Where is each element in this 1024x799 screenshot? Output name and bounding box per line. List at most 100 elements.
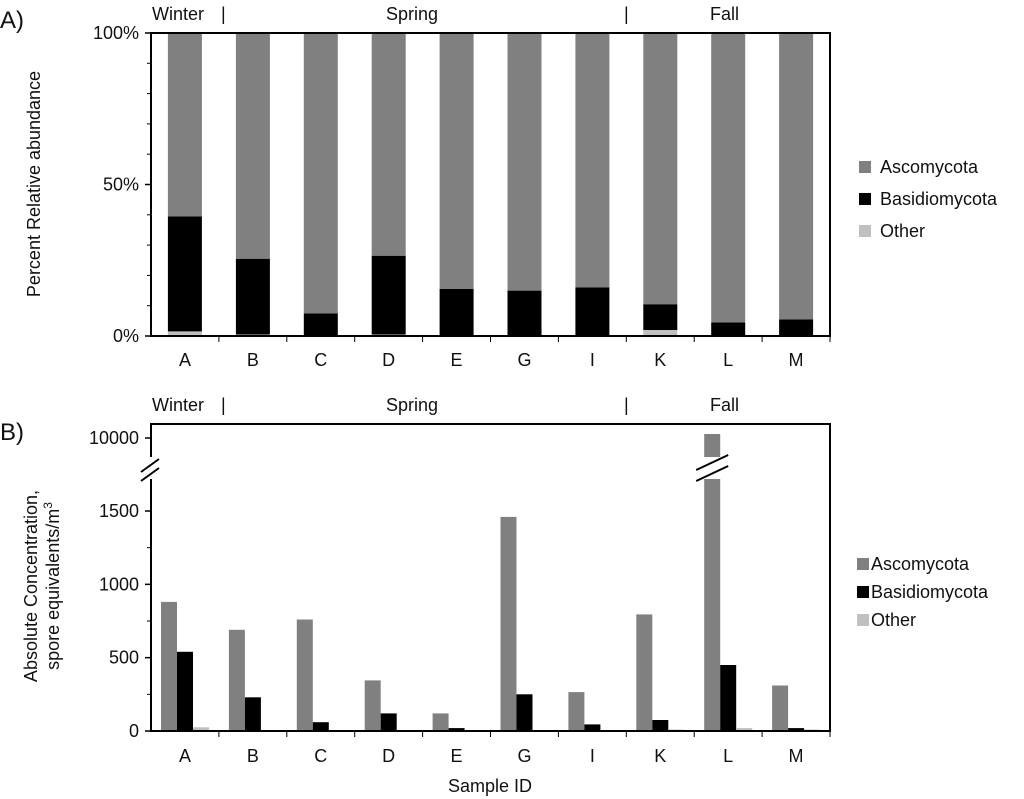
bar-b-a-other [193, 727, 209, 731]
panel-b-x-tick-label: C [314, 746, 327, 766]
bar-a-l-ascomycota [711, 33, 746, 323]
panel-a-x-tick-label: M [789, 350, 804, 370]
panel-b-y-axis-title-superscript: 3 [41, 502, 55, 509]
panel-b-legend-swatch-ascomycota [857, 558, 869, 570]
panel-a-x-tick-label: K [654, 350, 666, 370]
panel-b-x-tick-label: I [590, 746, 595, 766]
panel-b-x-tick-label: M [789, 746, 804, 766]
panel-a-legend-label-ascomycota: Ascomycota [880, 157, 979, 177]
bar-a-i-ascomycota [575, 33, 610, 288]
bar-b-i-ascomycota [568, 692, 585, 731]
bar-b-e-ascomycota [432, 713, 449, 731]
bar-b-l-other [736, 728, 753, 731]
bar-b-g-ascomycota [500, 516, 517, 731]
panel-b-legend-swatch-other [857, 614, 869, 626]
bar-a-g-basidiomycota [507, 290, 542, 336]
panel-a-legend: Ascomycota Basidiomycota Other [859, 157, 998, 241]
bar-a-m-basidiomycota [779, 319, 814, 336]
panel-a-x-tick-label: B [247, 350, 259, 370]
panel-b: B) Winter | Spring | Fall 0 500 1000 1500 10… [0, 395, 989, 796]
panel-b-x-tick-label: D [382, 746, 395, 766]
bar-a-a-basidiomycota [167, 216, 202, 332]
bar-a-m-ascomycota [779, 33, 814, 320]
panel-b-bars [161, 434, 821, 731]
panel-b-y-tick-label: 10000 [89, 428, 139, 448]
panel-a-legend-swatch-basidiomycota [859, 193, 871, 205]
panel-a-legend-swatch-other [859, 225, 871, 237]
bar-b-k-basidiomycota [652, 720, 669, 731]
panel-a-y-ticks: 0% 50% 100% [93, 23, 151, 346]
bar-b-g-basidiomycota [516, 694, 533, 731]
bar-b-l-break-mark [695, 465, 729, 482]
panel-b-legend: Ascomycota Basidiomycota Other [857, 554, 989, 630]
panel-b-y-tick-label: 0 [129, 721, 139, 741]
panel-a-x-tick-label: A [179, 350, 191, 370]
panel-b-x-axis-title: Sample ID [448, 776, 532, 796]
bar-b-a-ascomycota [161, 601, 177, 731]
bar-a-l-basidiomycota [711, 322, 746, 336]
bar-a-e-ascomycota [439, 33, 474, 289]
bar-b-k-ascomycota [636, 614, 653, 731]
panel-b-y-axis-title-line2: spore equivalents/m3 [41, 502, 63, 670]
bar-b-l-basidiomycota [720, 665, 737, 731]
bar-b-d-basidiomycota [380, 713, 397, 731]
panel-b-x-tick-label: G [517, 746, 531, 766]
panel-b-axis-breaks [140, 454, 729, 482]
bar-b-l-break-mark [695, 454, 729, 471]
bar-a-c-basidiomycota [303, 313, 338, 336]
panel-b-legend-label-ascomycota: Ascomycota [871, 554, 970, 574]
panel-a-x-tick-label: I [590, 350, 595, 370]
bar-a-d-basidiomycota [371, 255, 406, 335]
bar-a-k-ascomycota [643, 33, 678, 305]
bar-a-k-other [643, 329, 678, 336]
panel-a-label: A) [0, 7, 24, 34]
bar-a-a-other [167, 331, 202, 336]
panel-a-x-tick-label: L [723, 350, 733, 370]
panel-a-x-tick-label: E [451, 350, 463, 370]
panel-b-y-tick-label: 1500 [99, 501, 139, 521]
bar-b-a-basidiomycota [177, 651, 193, 731]
bar-a-e-basidiomycota [439, 289, 474, 336]
bar-a-c-ascomycota [303, 33, 338, 314]
panel-a-x-tick-label: G [517, 350, 531, 370]
bar-b-m-basidiomycota [788, 728, 805, 731]
panel-b-legend-label-other: Other [871, 610, 916, 630]
bar-b-c-basidiomycota [312, 722, 329, 731]
bar-b-m-ascomycota [772, 685, 789, 731]
panel-a-x-tick-label: C [314, 350, 327, 370]
panel-a-y-axis-title: Percent Relative abundance [24, 71, 44, 297]
bar-a-b-ascomycota [235, 33, 270, 259]
panel-a-y-tick-label: 0% [113, 326, 139, 346]
panel-b-x-tick-label: L [723, 746, 733, 766]
panel-b-season-sep-1: | [221, 395, 226, 415]
panel-b-axis-break-mark [140, 458, 160, 473]
bar-b-e-basidiomycota [448, 728, 465, 731]
panel-a-bars [167, 33, 814, 336]
panel-b-legend-swatch-basidiomycota [857, 586, 869, 598]
panel-a-season-sep-2: | [624, 4, 629, 24]
bar-b-l-break-gap [698, 457, 727, 479]
panel-a-season-winter: Winter [152, 4, 204, 24]
bar-b-c-ascomycota [296, 619, 313, 731]
panel-b-x-tick-label: E [451, 746, 463, 766]
bar-a-a-ascomycota [167, 33, 202, 217]
panel-a-legend-label-other: Other [880, 221, 925, 241]
panel-b-y-axis-title: Absolute Concentration, [21, 490, 41, 682]
bar-a-i-basidiomycota [575, 287, 610, 336]
panel-b-axis-break-mark [140, 467, 160, 482]
panel-b-x-tick-label: A [179, 746, 191, 766]
panel-a-legend-label-basidiomycota: Basidiomycota [880, 189, 998, 209]
bar-b-i-basidiomycota [584, 724, 601, 731]
panel-a-season-sep-1: | [221, 4, 226, 24]
panel-b-season-sep-2: | [624, 395, 629, 415]
panel-b-y-tick-label: 1000 [99, 574, 139, 594]
bar-a-b-basidiomycota [235, 258, 270, 335]
bar-b-l-ascomycota [704, 434, 721, 731]
panel-a-y-tick-label: 100% [93, 23, 139, 43]
panel-b-season-spring: Spring [386, 395, 438, 415]
bar-a-k-basidiomycota [643, 304, 678, 330]
bar-b-b-ascomycota [228, 629, 245, 731]
